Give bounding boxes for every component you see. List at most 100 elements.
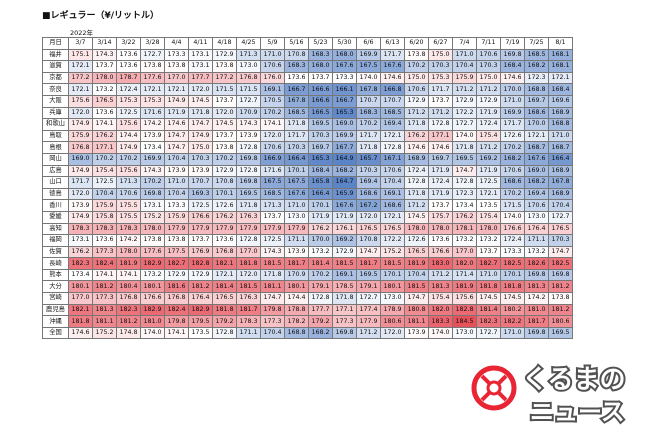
price-cell: 172.4	[116, 83, 141, 96]
price-cell: 174.9	[164, 94, 189, 108]
price-cell: 176.8	[212, 245, 237, 259]
price-cell: 171.1	[236, 326, 261, 340]
price-cell: 170.6	[260, 60, 285, 73]
price-cell: 169.3	[188, 187, 213, 201]
table-row: 奈良 172.1 173.2 172.4 172.1 172.1 172.0 171.5 171…	[42, 83, 573, 96]
price-cell: 174.1	[92, 268, 117, 282]
price-cell: 173.1	[188, 60, 213, 73]
price-cell: 167.5	[356, 60, 381, 73]
price-cell: 177.0	[164, 71, 189, 85]
price-cell: 175.9	[92, 199, 117, 212]
price-cell: 176.2	[92, 129, 117, 143]
price-cell: 182.5	[500, 257, 525, 270]
price-cell: 172.8	[236, 164, 261, 178]
table-row: 徳島 172.0 170.4 170.6 169.8 170.4 169.3 170.1 169…	[42, 187, 573, 201]
price-cell: 173.8	[140, 60, 165, 73]
price-cell: 179.1	[356, 280, 381, 294]
price-cell: 171.2	[356, 326, 381, 340]
price-cell: 182.9	[188, 303, 213, 317]
price-cell: 172.2	[452, 106, 477, 120]
price-cell: 173.2	[476, 234, 501, 247]
price-cell: 169.8	[140, 187, 165, 201]
price-cell: 176.0	[260, 71, 285, 85]
header-date: 3/14	[92, 37, 117, 50]
price-cell: 170.1	[380, 268, 405, 282]
price-cell: 173.0	[524, 210, 549, 224]
price-cell: 171.5	[236, 83, 261, 96]
price-cell: 177.6	[140, 245, 165, 259]
price-cell: 171.1	[524, 234, 549, 247]
price-cell: 164.9	[332, 152, 357, 166]
price-cell: 177.1	[428, 129, 453, 143]
price-cell: 175.4	[428, 292, 453, 305]
header-date: 6/6	[356, 37, 381, 50]
table-row: 鹿児島 182.1 181.3 182.3 182.9 182.4 182.9 181.8 18…	[42, 303, 573, 317]
price-cell: 173.2	[140, 268, 165, 282]
price-cell: 176.2	[212, 210, 237, 224]
price-cell: 172.1	[140, 83, 165, 96]
price-cell: 176.8	[116, 292, 141, 305]
price-cell: 182.7	[476, 257, 501, 270]
price-cell: 175.2	[92, 326, 117, 340]
table-row: 兵庫 172.0 173.6 172.5 171.6 171.9 171.8 172.0 170…	[42, 106, 573, 120]
price-cell: 173.8	[140, 234, 165, 247]
price-cell: 168.2	[524, 60, 549, 73]
table-header-row: 月日 3/7 3/14 3/22 3/28 4/4 4/11 4/18 4/25 5/9 5/16…	[42, 37, 573, 50]
price-cell: 175.1	[68, 48, 93, 62]
price-cell: 174.0	[428, 326, 453, 340]
price-cell: 172.7	[452, 118, 477, 131]
logo-line-1: くるまの	[522, 365, 625, 395]
price-cell: 179.8	[164, 315, 189, 328]
price-cell: 173.6	[92, 234, 117, 247]
price-cell: 181.8	[68, 315, 93, 328]
price-cell: 177.3	[332, 315, 357, 328]
price-cell: 172.7	[548, 210, 573, 224]
price-cell: 172.8	[428, 118, 453, 131]
price-cell: 169.5	[236, 187, 261, 201]
price-cell: 172.8	[236, 234, 261, 247]
price-cell: 172.7	[356, 292, 381, 305]
price-cell: 174.7	[404, 292, 429, 305]
price-cell: 166.5	[308, 106, 333, 120]
price-cell: 173.8	[212, 60, 237, 73]
price-cell: 172.7	[236, 94, 261, 108]
price-cell: 172.0	[380, 326, 405, 340]
price-cell: 168.3	[308, 48, 333, 62]
price-cell: 181.5	[236, 280, 261, 294]
price-cell: 170.6	[404, 83, 429, 96]
price-cell: 181.2	[548, 280, 573, 294]
price-cell: 176.9	[188, 245, 213, 259]
price-cell: 174.2	[524, 292, 549, 305]
price-cell: 178.2	[284, 315, 309, 328]
price-cell: 173.7	[188, 234, 213, 247]
price-cell: 176.1	[332, 222, 357, 236]
price-cell: 172.6	[500, 129, 525, 143]
price-cell: 176.6	[428, 245, 453, 259]
price-cell: 177.9	[284, 222, 309, 236]
price-cell: 181.2	[92, 280, 117, 294]
price-cell: 168.6	[356, 187, 381, 201]
price-cell: 171.9	[164, 106, 189, 120]
price-cell: 175.4	[92, 164, 117, 178]
table-row: 和歌山 174.9 174.1 175.6 174.2 174.6 174.7 174.5 17…	[42, 118, 573, 131]
price-cell: 173.9	[236, 129, 261, 143]
table-row: 滋賀 172.1 173.7 173.6 173.8 173.8 173.1 173.8 173…	[42, 60, 573, 73]
price-cell: 181.8	[212, 303, 237, 317]
header-date-label: 月日	[42, 37, 69, 50]
price-cell: 177.7	[308, 303, 333, 317]
price-cell: 174.6	[428, 141, 453, 154]
table-row: 佐賀 176.2 177.3 178.0 177.6 177.5 176.9 176.8 177…	[42, 245, 573, 259]
price-cell: 174.5	[500, 292, 525, 305]
price-cell: 168.4	[308, 164, 333, 178]
price-cell: 177.4	[356, 303, 381, 317]
price-cell: 170.3	[548, 234, 573, 247]
price-cell: 174.1	[260, 118, 285, 131]
price-cell: 180.6	[380, 315, 405, 328]
price-cell: 171.8	[404, 118, 429, 131]
prefecture-name: 沖縄	[42, 315, 69, 328]
price-cell: 174.7	[260, 292, 285, 305]
price-cell: 172.9	[212, 164, 237, 178]
price-cell: 170.2	[500, 141, 525, 154]
price-cell: 172.4	[428, 176, 453, 189]
price-cell: 178.8	[284, 303, 309, 317]
